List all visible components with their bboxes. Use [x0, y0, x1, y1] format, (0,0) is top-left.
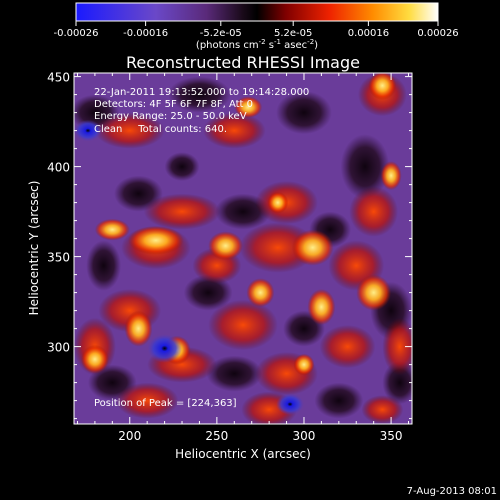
colorbar-gradient [75, 2, 439, 22]
annotation-detectors: Detectors: 4F 5F 6F 7F 8F, Att 0 [94, 99, 253, 110]
heatmap-blob-red [208, 299, 278, 351]
heatmap-blob-dark [164, 152, 200, 182]
heatmap-blob-red [143, 193, 221, 230]
colorbar-unit-label: (photons cm-2 s-1 asec-2) [196, 38, 318, 51]
heatmap-blob-yellow [368, 73, 397, 100]
x-tick-label: 300 [293, 429, 316, 443]
footer-timestamp: 7-Aug-2013 08:01 [407, 486, 497, 497]
colorbar-tick-label: 5.2e-05 [274, 28, 312, 39]
heatmap-blob-dark [314, 382, 364, 419]
colorbar-tick-label: -5.2e-05 [200, 28, 242, 39]
x-axis-title: Heliocentric X (arcsec) [175, 447, 311, 461]
plot-title: Reconstructed RHESSI Image [126, 53, 360, 72]
x-axis-tick-labels: 200 250 300 350 [118, 429, 402, 443]
heatmap-blob-yellow [291, 229, 334, 266]
heatmap-blob-red [115, 382, 179, 419]
heatmap-blob-blue [147, 334, 183, 363]
heatmap-blob-blue [276, 393, 304, 416]
heatmap-blob-red [349, 186, 399, 237]
heatmap-blob-red [94, 112, 165, 149]
colorbar-tick-labels: -0.00026 -0.00016 -5.2e-05 5.2e-05 0.00016 0.… [54, 28, 459, 39]
plot-frame [73, 72, 413, 425]
image-annotations: 22-Jan-2011 19:13:52.000 to 19:14:28.000… [94, 87, 309, 409]
colorbar-tick-label: -0.00016 [123, 28, 168, 39]
heatmap-blob-red [202, 112, 266, 149]
colorbar-tick-label: 0.00016 [348, 28, 389, 39]
heatmap-blob-dark [276, 91, 332, 135]
heatmap-blob-dark [206, 355, 263, 392]
heatmap-blob-yellow [128, 226, 184, 255]
heatmap-blob-yellow [267, 191, 289, 214]
heatmap-blob-yellow [208, 231, 243, 261]
heatmap-blob-dark [340, 134, 390, 200]
heatmap-blob-yellow [94, 218, 130, 241]
y-tick-label: 400 [47, 161, 70, 175]
heatmap-blob-red [361, 395, 404, 424]
colorbar-tick-label: -0.00026 [54, 28, 99, 39]
x-tick-label: 250 [205, 429, 228, 443]
heatmap-blob-yellow [234, 96, 263, 118]
y-axis-tick-labels: 300 350 400 450 [47, 71, 70, 355]
x-tick-label: 350 [380, 429, 403, 443]
heatmap-blob-red [382, 317, 412, 376]
heatmap-blob-yellow [380, 161, 402, 191]
heatmap-blob-dark [168, 76, 231, 113]
heatmap-blob-yellow [293, 353, 315, 376]
y-tick-label: 300 [47, 341, 70, 355]
heatmap-blob-dark [183, 274, 233, 311]
heatmap-blob-blue [74, 119, 102, 142]
y-tick-label: 450 [47, 71, 70, 85]
heatmap-blob-yellow [124, 310, 153, 347]
annotation-peak-position: Position of Peak = [224,363] [94, 398, 237, 409]
y-tick-label: 350 [47, 251, 70, 265]
colorbar-ticks [75, 21, 439, 26]
heatmap-blob-yellow [80, 344, 109, 374]
heatmap-image [74, 73, 412, 424]
y-axis-title: Heliocentric Y (arcsec) [27, 181, 41, 316]
heatmap-blob-yellow [246, 278, 275, 307]
heatmap-blob-red [319, 325, 376, 369]
x-tick-label: 200 [118, 429, 141, 443]
colorbar: -0.00026 -0.00016 -5.2e-05 5.2e-05 0.00016 0.… [54, 2, 459, 51]
annotation-energy-range: Energy Range: 25.0 - 50.0 keV [94, 111, 247, 122]
y-axis-ticks [74, 76, 412, 420]
annotation-method: Clean Total counts: 640. [94, 124, 227, 135]
heatmap-blob-dark [86, 240, 122, 291]
heatmap-blob-yellow [307, 289, 336, 325]
annotation-time-range: 22-Jan-2011 19:13:52.000 to 19:14:28.000 [94, 87, 309, 98]
heatmap-blobs [74, 73, 412, 424]
x-axis-ticks [76, 73, 410, 424]
colorbar-tick-label: 0.00026 [417, 28, 458, 39]
heatmap-blob-red [239, 222, 317, 273]
heatmap-blob-yellow [356, 274, 392, 311]
